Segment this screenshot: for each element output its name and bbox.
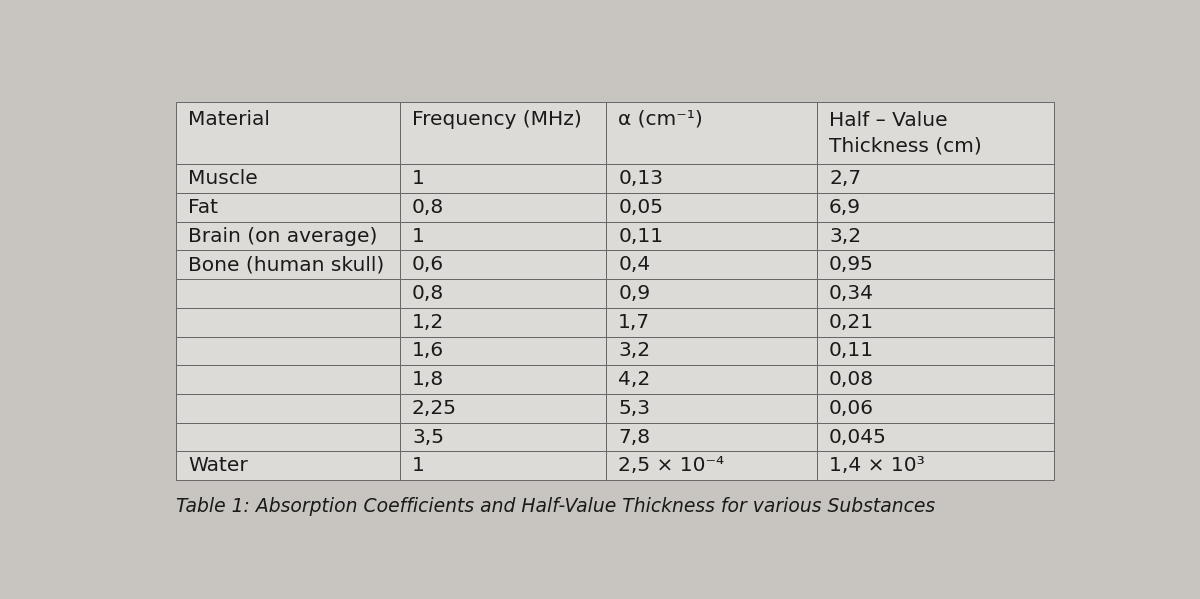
Text: 1: 1 bbox=[412, 456, 425, 475]
Text: 1,7: 1,7 bbox=[618, 313, 650, 332]
Text: 3,2: 3,2 bbox=[829, 226, 862, 246]
Text: Frequency (MHz): Frequency (MHz) bbox=[412, 110, 582, 129]
Bar bbox=[606, 365, 817, 394]
Text: Material: Material bbox=[188, 110, 270, 129]
Bar bbox=[176, 308, 400, 337]
Bar bbox=[606, 308, 817, 337]
Bar bbox=[606, 193, 817, 222]
Text: 0,08: 0,08 bbox=[829, 370, 874, 389]
Bar bbox=[400, 365, 606, 394]
Text: 0,11: 0,11 bbox=[618, 226, 664, 246]
Bar bbox=[817, 337, 1054, 365]
Bar bbox=[400, 452, 606, 480]
Text: 3,2: 3,2 bbox=[618, 341, 650, 361]
Text: 0,8: 0,8 bbox=[412, 284, 444, 303]
Bar bbox=[400, 394, 606, 423]
Bar bbox=[400, 250, 606, 279]
Text: 1,2: 1,2 bbox=[412, 313, 444, 332]
Bar bbox=[606, 452, 817, 480]
Text: 0,6: 0,6 bbox=[412, 255, 444, 274]
Bar bbox=[606, 164, 817, 193]
Text: 4,2: 4,2 bbox=[618, 370, 650, 389]
Text: Water: Water bbox=[188, 456, 248, 475]
Text: Bone (human skull): Bone (human skull) bbox=[188, 255, 384, 274]
Bar bbox=[176, 452, 400, 480]
Bar bbox=[817, 365, 1054, 394]
Text: 0,95: 0,95 bbox=[829, 255, 874, 274]
Text: 0,11: 0,11 bbox=[829, 341, 874, 361]
Text: 0,9: 0,9 bbox=[618, 284, 650, 303]
Text: 1,4 × 10³: 1,4 × 10³ bbox=[829, 456, 925, 475]
Bar bbox=[400, 423, 606, 452]
Text: 5,3: 5,3 bbox=[618, 399, 650, 418]
Text: 1,6: 1,6 bbox=[412, 341, 444, 361]
Text: 7,8: 7,8 bbox=[618, 428, 650, 446]
Bar bbox=[176, 423, 400, 452]
Bar bbox=[400, 308, 606, 337]
Bar bbox=[606, 250, 817, 279]
Text: 6,9: 6,9 bbox=[829, 198, 862, 217]
Text: Fat: Fat bbox=[188, 198, 218, 217]
Bar bbox=[817, 102, 1054, 164]
Bar bbox=[400, 193, 606, 222]
Text: 0,21: 0,21 bbox=[829, 313, 874, 332]
Bar bbox=[817, 222, 1054, 250]
Text: 0,05: 0,05 bbox=[618, 198, 664, 217]
Bar bbox=[176, 337, 400, 365]
Bar bbox=[817, 164, 1054, 193]
Bar bbox=[606, 394, 817, 423]
Bar bbox=[817, 250, 1054, 279]
Text: 0,34: 0,34 bbox=[829, 284, 874, 303]
Bar bbox=[606, 423, 817, 452]
Text: 0,8: 0,8 bbox=[412, 198, 444, 217]
Text: α (cm⁻¹): α (cm⁻¹) bbox=[618, 110, 703, 129]
Bar bbox=[176, 222, 400, 250]
Text: 3,5: 3,5 bbox=[412, 428, 444, 446]
Bar bbox=[817, 452, 1054, 480]
Text: Half – Value
Thickness (cm): Half – Value Thickness (cm) bbox=[829, 111, 982, 155]
Text: 0,045: 0,045 bbox=[829, 428, 887, 446]
Bar bbox=[176, 279, 400, 308]
Bar bbox=[400, 102, 606, 164]
Bar bbox=[176, 102, 400, 164]
Bar bbox=[400, 279, 606, 308]
Text: 1: 1 bbox=[412, 226, 425, 246]
Text: 2,5 × 10⁻⁴: 2,5 × 10⁻⁴ bbox=[618, 456, 725, 475]
Bar bbox=[606, 337, 817, 365]
Bar bbox=[176, 193, 400, 222]
Bar bbox=[606, 279, 817, 308]
Bar bbox=[176, 250, 400, 279]
Bar bbox=[176, 394, 400, 423]
Text: Muscle: Muscle bbox=[188, 169, 258, 188]
Bar bbox=[400, 337, 606, 365]
Text: 0,13: 0,13 bbox=[618, 169, 664, 188]
Text: 2,25: 2,25 bbox=[412, 399, 457, 418]
Text: 0,06: 0,06 bbox=[829, 399, 874, 418]
Text: 2,7: 2,7 bbox=[829, 169, 862, 188]
Bar bbox=[817, 394, 1054, 423]
Text: 1,8: 1,8 bbox=[412, 370, 444, 389]
Text: 0,4: 0,4 bbox=[618, 255, 650, 274]
Bar bbox=[817, 423, 1054, 452]
Bar bbox=[176, 164, 400, 193]
Text: Table 1: Absorption Coefficients and Half-Value Thickness for various Substances: Table 1: Absorption Coefficients and Hal… bbox=[176, 497, 935, 516]
Bar bbox=[606, 222, 817, 250]
Text: 1: 1 bbox=[412, 169, 425, 188]
Bar bbox=[606, 102, 817, 164]
Bar bbox=[176, 365, 400, 394]
Text: Brain (on average): Brain (on average) bbox=[188, 226, 378, 246]
Bar bbox=[817, 279, 1054, 308]
Bar bbox=[817, 193, 1054, 222]
Bar bbox=[400, 222, 606, 250]
Bar bbox=[817, 308, 1054, 337]
Bar bbox=[400, 164, 606, 193]
